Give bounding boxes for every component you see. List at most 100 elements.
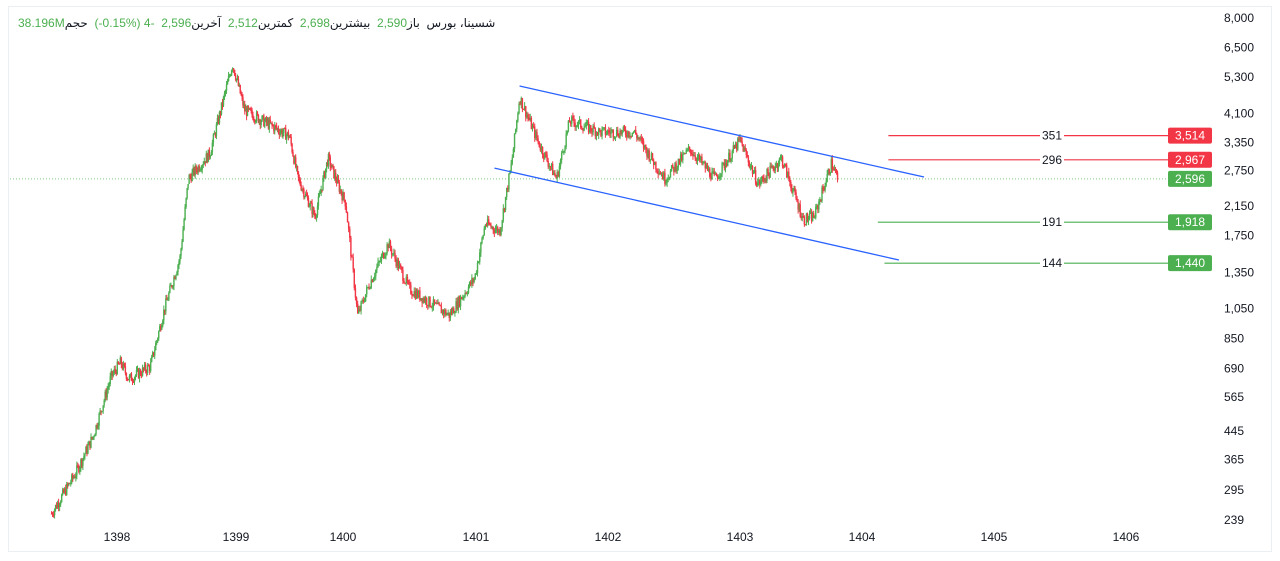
candle-down (272, 125, 274, 127)
candle-down (608, 130, 610, 133)
candle-up (674, 163, 676, 172)
candle-down (140, 374, 143, 376)
candle-down (352, 257, 354, 270)
candle-down (755, 183, 758, 186)
candle-down (745, 150, 747, 155)
candle-up (172, 286, 174, 288)
candle-down (465, 292, 467, 294)
candle-down (289, 136, 291, 138)
candle-up (730, 158, 732, 162)
candle-down (587, 121, 590, 133)
candle-down (406, 276, 409, 283)
candle-down (204, 161, 206, 164)
candle-down (710, 176, 712, 180)
candle-up (165, 298, 167, 312)
symbol-name[interactable]: شسینا، بورس (426, 16, 496, 30)
candle-up (548, 166, 551, 168)
candle-down (306, 195, 309, 198)
chart-frame (8, 6, 1272, 552)
candle-down (55, 505, 58, 509)
candle-up (53, 509, 56, 516)
candle-down (123, 363, 126, 367)
candle-up (388, 241, 391, 248)
candle-up (201, 165, 203, 170)
candle-up (63, 488, 66, 493)
candle-up (56, 502, 59, 509)
candle-up (682, 153, 684, 161)
price-tag-label: 1,440 (1175, 256, 1205, 270)
candle-up (202, 164, 204, 166)
candle-down (132, 381, 135, 383)
candle-down (741, 141, 743, 145)
candle-down (832, 168, 835, 171)
candle-up (589, 125, 591, 133)
candle-up (498, 229, 500, 233)
candle-up (805, 213, 808, 225)
candle-down (651, 153, 654, 161)
candle-down (247, 106, 250, 110)
candle-down (664, 172, 666, 184)
candle-down (328, 153, 331, 158)
candle-up (480, 242, 482, 253)
candle-up (322, 177, 324, 190)
candle-up (714, 173, 717, 175)
candle-up (325, 162, 328, 169)
candle-down (190, 176, 192, 182)
candle-down (762, 176, 764, 179)
candle-up (200, 169, 202, 171)
candle-up (129, 373, 132, 377)
candle-up (70, 482, 72, 484)
candle-up (606, 130, 609, 134)
candle-down (219, 112, 222, 115)
level-distance-bg (1040, 128, 1064, 143)
candle-down (580, 119, 582, 128)
candle-down (195, 166, 197, 171)
candle-down (733, 145, 736, 149)
candle-up (760, 181, 762, 185)
candle-down (450, 311, 453, 314)
candle-up (660, 174, 663, 176)
candle-up (441, 309, 444, 314)
candle-down (214, 133, 217, 136)
candle-up (420, 298, 422, 301)
candle-up (380, 255, 383, 261)
candle-down (539, 146, 542, 151)
candle-down (656, 169, 658, 172)
candle-down (698, 155, 701, 161)
candle-up (734, 143, 737, 149)
candle-down (326, 162, 329, 166)
candle-up (556, 172, 558, 179)
candle-up (809, 212, 812, 214)
candle-down (541, 146, 544, 156)
candle-down (672, 165, 674, 167)
candle-down (788, 171, 790, 179)
candle-down (421, 298, 423, 303)
candle-up (739, 137, 741, 140)
candle-down (300, 185, 302, 191)
candle-up (462, 296, 464, 300)
price-tag-label: 3,514 (1175, 129, 1205, 143)
candle-up (360, 301, 362, 311)
candle-up (182, 229, 184, 242)
candle-up (432, 299, 435, 307)
candle-down (709, 168, 711, 177)
candle-up (753, 170, 756, 173)
candle-up (619, 130, 621, 138)
candle-up (161, 325, 163, 330)
candle-up (73, 477, 75, 479)
candle-down (620, 130, 622, 134)
candle-down (642, 141, 645, 149)
candle-up (601, 128, 603, 136)
candle-up (163, 309, 165, 321)
candle-up (262, 115, 264, 117)
candle-up (336, 178, 339, 184)
candle-up (749, 166, 752, 168)
candle-down (557, 172, 560, 177)
candle-up (246, 106, 249, 116)
candle-up (367, 287, 369, 289)
candle-down (543, 155, 545, 159)
candle-up (777, 164, 780, 169)
ohlc-legend: شسینا، بورس باز2,590 بیشترین2,698 کمترین… (18, 16, 495, 30)
candle-down (786, 165, 788, 178)
